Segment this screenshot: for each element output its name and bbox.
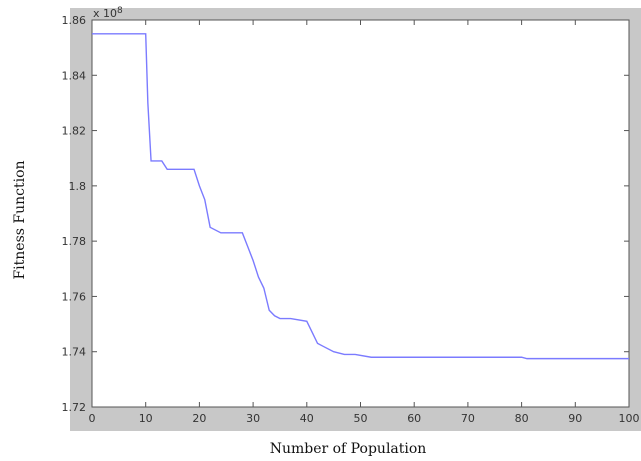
plot-area	[91, 19, 630, 408]
y-tick-label: 1.84	[62, 69, 87, 82]
x-tick-label: 80	[515, 412, 529, 425]
x-tick-label: 40	[300, 412, 314, 425]
x-axis-title: Number of Population	[270, 441, 427, 457]
y-axis-multiplier: x 108	[93, 6, 123, 20]
x-tick-label: 10	[139, 412, 153, 425]
axis-tick-labels: 0 10 20 30 40 50 60 70 80 90 100 1.72 1.74 1.76 1.78 1.…	[62, 14, 640, 425]
y-tick-label: 1.74	[62, 346, 87, 359]
x-tick-label: 60	[407, 412, 421, 425]
x-tick-label: 0	[89, 412, 96, 425]
y-tick-label: 1.76	[62, 290, 87, 303]
y-tick-label: 1.8	[69, 180, 87, 193]
y-axis-multiplier-exponent: 8	[117, 6, 123, 16]
y-tick-label: 1.82	[62, 125, 87, 138]
x-tick-label: 30	[246, 412, 260, 425]
x-tick-label: 20	[192, 412, 206, 425]
y-axis-title: Fitness Function	[12, 160, 28, 279]
x-tick-label: 90	[568, 412, 582, 425]
y-axis-multiplier-base: x 10	[93, 7, 117, 20]
x-tick-label: 70	[461, 412, 475, 425]
x-tick-label: 100	[619, 412, 640, 425]
y-tick-label: 1.72	[62, 401, 87, 414]
y-tick-label: 1.78	[62, 235, 87, 248]
axis-ticks	[91, 19, 630, 408]
x-tick-label: 50	[354, 412, 368, 425]
y-tick-label: 1.86	[62, 14, 87, 27]
series-line	[92, 33, 629, 360]
